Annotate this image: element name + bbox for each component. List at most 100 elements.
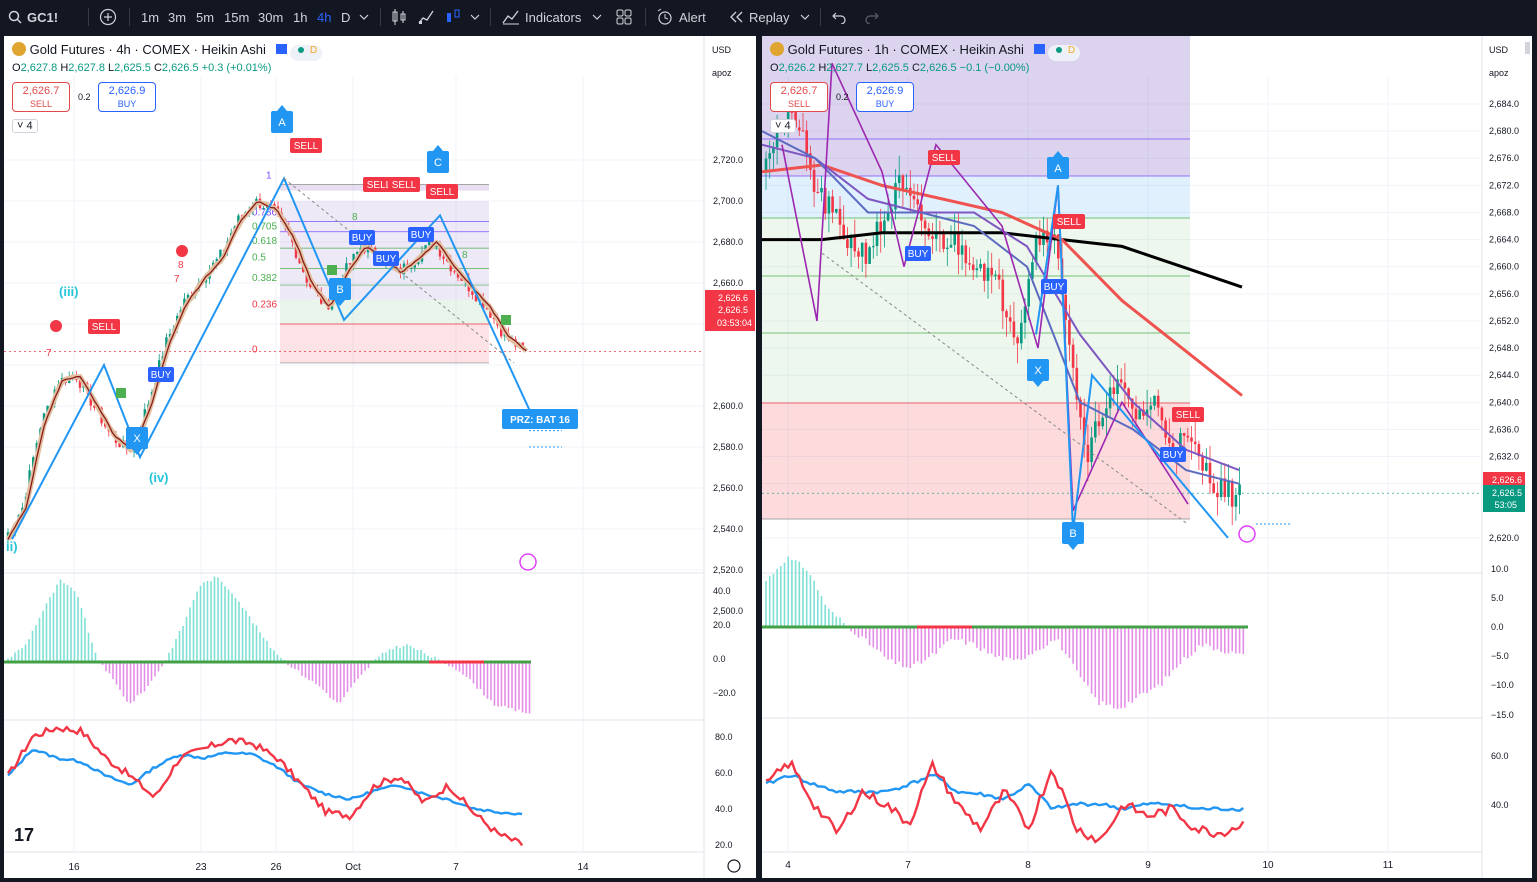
- price-candle: [868, 247, 871, 264]
- price-candle: [273, 203, 276, 207]
- market-open-dot: [297, 47, 304, 53]
- right-chart-pane[interactable]: A X B SELL BUY SELL BUY SELL BUY USD apoz 2,684.0 2,…: [762, 36, 1532, 878]
- price-candle: [456, 271, 460, 278]
- last-close-label: 2,626.5: [1492, 488, 1522, 498]
- point-c-marker-label: C: [434, 157, 442, 169]
- left-chart-pane[interactable]: 1 0.786 0.705 0.618 0.5 0.382 0.236 0 A X B C PRZ: B…: [4, 36, 756, 878]
- chevron-down-icon: [592, 14, 602, 20]
- oscillator-tick-label: 0.0: [1491, 622, 1504, 632]
- left-indicators-toggle[interactable]: ˅ 4: [12, 119, 38, 133]
- price-candle: [812, 169, 816, 192]
- price-candle: [964, 245, 968, 264]
- indicators-dropdown[interactable]: [592, 0, 602, 34]
- oscillator-tick-label: −20.0: [713, 688, 736, 698]
- price-candle: [994, 274, 997, 276]
- price-candle: [1201, 456, 1204, 471]
- price-candle: [1223, 478, 1227, 498]
- redo-icon: [865, 12, 879, 24]
- interval-30m[interactable]: 30m: [258, 9, 284, 25]
- fib-zone: [762, 36, 1190, 176]
- interval-5m[interactable]: 5m: [196, 9, 215, 25]
- sell-price: 2,626.7: [22, 85, 60, 97]
- buy-signal: [148, 367, 174, 382]
- price-candle: [997, 274, 1001, 280]
- oscillator-tick-label: −15.0: [1491, 710, 1514, 720]
- interval-1m[interactable]: 1m: [141, 9, 160, 25]
- price-candle: [1034, 235, 1038, 263]
- interval-15m[interactable]: 15m: [224, 9, 250, 25]
- left-chart-background: [4, 36, 756, 878]
- right-buy-button[interactable]: 2,626.9 BUY: [856, 82, 914, 112]
- right-indicators-toggle[interactable]: ˅ 4: [770, 119, 796, 133]
- price-candle: [489, 308, 492, 318]
- layouts-button[interactable]: [616, 0, 632, 34]
- price-candle: [1020, 322, 1023, 344]
- replay-button[interactable]: Replay: [728, 0, 789, 34]
- compare-button[interactable]: [99, 0, 117, 34]
- price-candle: [1031, 262, 1034, 280]
- left-buy-button[interactable]: 2,626.9 BUY: [98, 82, 156, 112]
- price-candle: [442, 256, 445, 259]
- price-candle: [831, 196, 834, 213]
- indicator-count: 4: [784, 120, 791, 132]
- bar-countdown-label: 03:53:04: [717, 318, 752, 328]
- chevron-down-icon: [359, 14, 369, 20]
- point-x-marker: [1027, 359, 1049, 381]
- interval-4h[interactable]: 4h: [317, 9, 332, 25]
- sell-price: 2,626.7: [780, 85, 818, 97]
- price-candle: [971, 264, 975, 271]
- chart-type-dropdown[interactable]: [470, 0, 480, 34]
- price-candle: [931, 236, 934, 239]
- ma-line: [7, 201, 527, 540]
- point-a-marker-pointer: [277, 105, 287, 111]
- price-candle: [1182, 433, 1186, 436]
- point-b-marker-label: B: [1069, 528, 1076, 540]
- oscillator-tick-label: −10.0: [1491, 680, 1514, 690]
- rsi-tick-label: 60.0: [715, 768, 733, 778]
- left-chart-canvas[interactable]: 1 0.786 0.705 0.618 0.5 0.382 0.236 0 A X B C PRZ: B…: [4, 36, 756, 878]
- price-candle: [823, 187, 827, 214]
- bar-style-button[interactable]: [391, 0, 407, 34]
- price-candle: [827, 196, 831, 214]
- symbol-search[interactable]: GC1!: [8, 0, 58, 34]
- indicators-button[interactable]: Indicators: [502, 0, 581, 34]
- point-a-marker: [1047, 157, 1069, 179]
- price-candle: [1071, 344, 1075, 368]
- interval-d[interactable]: D: [341, 9, 351, 25]
- plus-circle-icon: [99, 8, 117, 26]
- interval-dropdown[interactable]: [359, 0, 369, 34]
- last-price-label: 2,626.6: [1492, 475, 1522, 485]
- gold-coin-icon: [770, 42, 784, 56]
- alarm-clock-icon: [657, 8, 672, 25]
- price-candle: [979, 263, 982, 269]
- scrollbar-handle[interactable]: [1525, 42, 1530, 54]
- heikin-ashi-button[interactable]: [445, 0, 461, 34]
- td-count-label: 7: [46, 348, 52, 359]
- right-sell-button[interactable]: 2,626.7 SELL: [770, 82, 828, 112]
- settings-gear-icon[interactable]: [727, 859, 741, 873]
- price-candle: [1057, 234, 1060, 259]
- price-candle: [790, 111, 794, 113]
- divider: [645, 8, 646, 26]
- indicators-icon: [502, 10, 519, 25]
- price-candle: [879, 221, 882, 234]
- right-chart-title: Gold Futures · 1h · COMEX · Heikin Ashi: [787, 42, 1024, 57]
- ohlc-change: −0.1 (−0.00%): [959, 62, 1030, 74]
- interval-3m[interactable]: 3m: [168, 9, 187, 25]
- undo-button[interactable]: [831, 0, 847, 34]
- price-candle: [237, 215, 240, 227]
- price-tick-label: 2,652.0: [1489, 316, 1519, 326]
- right-chart-canvas[interactable]: A X B SELL BUY SELL BUY SELL BUY USD apoz 2,684.0 2,…: [762, 36, 1532, 878]
- point-b-marker: [1062, 522, 1084, 544]
- price-candle: [809, 153, 812, 170]
- redo-button[interactable]: [864, 0, 880, 34]
- replay-dropdown[interactable]: [800, 0, 810, 34]
- price-candle: [820, 187, 823, 193]
- interval-1h[interactable]: 1h: [293, 9, 308, 25]
- session-badge: D: [290, 45, 323, 61]
- time-tick-label: 23: [195, 862, 207, 873]
- alert-button[interactable]: Alert: [656, 0, 706, 34]
- left-sell-button[interactable]: 2,626.7 SELL: [12, 82, 70, 112]
- price-candle: [849, 235, 853, 249]
- line-style-button[interactable]: [418, 0, 434, 34]
